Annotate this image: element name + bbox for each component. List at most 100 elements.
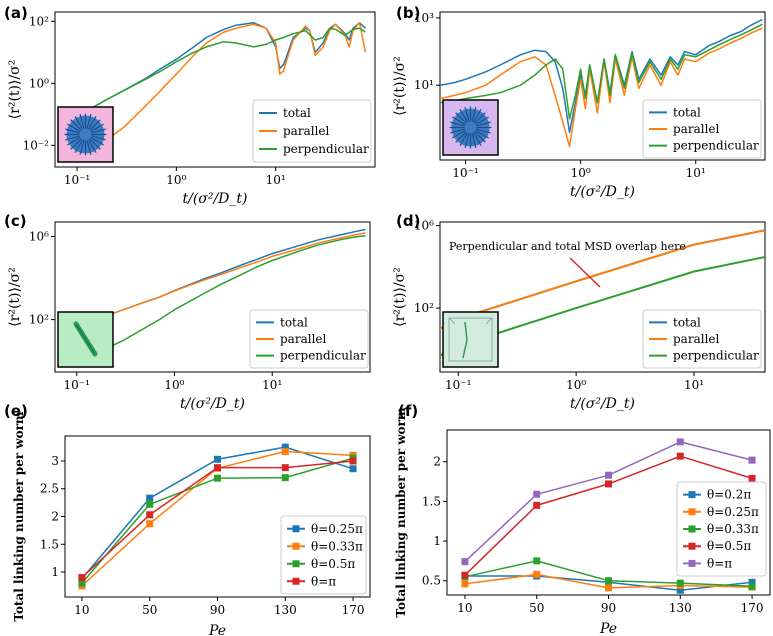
legend-label: θ=π bbox=[707, 556, 732, 570]
data-point-marker bbox=[281, 464, 289, 472]
x-tick-label: 10 bbox=[457, 601, 472, 615]
data-point-marker bbox=[676, 586, 684, 594]
legend-label: perpendicular bbox=[280, 349, 366, 363]
plot-area bbox=[78, 443, 357, 590]
x-tick-label: 10⁰ bbox=[571, 166, 591, 180]
legend: total parallel perpendicular bbox=[252, 99, 372, 163]
panel-letter: (a) bbox=[4, 4, 28, 22]
y-tick-label: 10¹ bbox=[414, 78, 434, 92]
worm-strand bbox=[67, 136, 81, 146]
legend-label: θ=0.33π bbox=[707, 522, 759, 536]
data-point-marker bbox=[214, 464, 221, 472]
worm-strand bbox=[459, 132, 469, 146]
panel-c: (c) 10⁻¹ 10⁰ 10¹ 10² 10⁶ t/(σ²/D_t) ⟨r²(t)⟩/σ² t… bbox=[4, 212, 371, 412]
data-point-marker bbox=[214, 455, 221, 463]
data-point-marker bbox=[748, 578, 756, 586]
legend: θ=0.2π θ=0.25π θ=0.33π θ=0.5π θ=π bbox=[676, 481, 767, 577]
data-point-marker bbox=[605, 584, 612, 592]
worm-strand bbox=[65, 135, 80, 141]
y-axis-label: Total linking number per worm bbox=[394, 407, 408, 617]
x-tick-label: 10⁰ bbox=[164, 378, 184, 392]
axes-frame bbox=[54, 11, 376, 168]
legend-label: total bbox=[283, 106, 311, 120]
data-point-marker bbox=[748, 474, 756, 482]
legend-marker bbox=[292, 542, 300, 550]
legend-label: parallel bbox=[280, 332, 327, 346]
worm-strand bbox=[475, 116, 489, 126]
y-axis-label: ⟨r²(t)⟩/σ² bbox=[392, 267, 408, 327]
data-point-marker bbox=[605, 577, 612, 585]
legend-box bbox=[642, 99, 762, 159]
worm-strand bbox=[87, 139, 97, 153]
inset-image bbox=[442, 311, 499, 368]
worm-strand bbox=[67, 123, 81, 133]
legend-label: θ=π bbox=[311, 574, 336, 588]
worm-strand bbox=[65, 128, 80, 134]
y-tick-label: 10² bbox=[414, 301, 434, 315]
worm-strand bbox=[86, 114, 92, 129]
y-tick-label: 10⁻² bbox=[23, 138, 50, 152]
x-tick-label: 170 bbox=[741, 601, 764, 615]
x-tick-label: 10¹ bbox=[686, 166, 706, 180]
axes-frame bbox=[54, 221, 371, 373]
worm-strand bbox=[86, 140, 92, 155]
data-point-marker bbox=[533, 557, 541, 565]
x-axis-label: t/(σ²/D_t) bbox=[180, 396, 245, 412]
data-point-marker bbox=[281, 474, 289, 482]
legend-marker bbox=[292, 560, 300, 568]
x-tick-label: 50 bbox=[142, 603, 157, 617]
series-line-parallel bbox=[76, 232, 366, 327]
legend-marker bbox=[688, 508, 696, 516]
data-point-marker bbox=[533, 490, 541, 498]
x-tick-label: 10⁰ bbox=[166, 173, 186, 187]
legend: total parallel perpendicular bbox=[249, 309, 369, 369]
y-axis-label: ⟨r²(t)⟩/σ² bbox=[392, 56, 408, 116]
data-point-marker bbox=[748, 582, 756, 590]
legend-label: θ=0.33π bbox=[311, 539, 363, 553]
y-tick-label: 10² bbox=[29, 14, 49, 28]
panel-letter: (e) bbox=[4, 402, 28, 420]
y-tick-label: 10⁶ bbox=[29, 230, 49, 244]
x-tick-label: 10⁻¹ bbox=[445, 378, 471, 392]
legend-label: parallel bbox=[283, 124, 330, 138]
axes-frame bbox=[439, 11, 766, 161]
y-tick-label: 1 bbox=[51, 565, 59, 579]
data-point-marker bbox=[461, 571, 469, 579]
worm-strand bbox=[74, 139, 84, 153]
inset-image bbox=[442, 99, 499, 156]
axes-frame bbox=[439, 221, 766, 373]
plot-area bbox=[76, 228, 366, 361]
worm-rod-core bbox=[75, 323, 96, 355]
x-tick-label: 10⁻¹ bbox=[452, 166, 478, 180]
y-tick-label: 3 bbox=[51, 454, 59, 468]
worm-strand bbox=[462, 321, 468, 359]
worm-strand bbox=[452, 129, 466, 139]
worm-strand bbox=[476, 128, 491, 134]
data-point-marker bbox=[214, 474, 221, 482]
annotation-arrow bbox=[569, 257, 601, 288]
worm-strand bbox=[475, 129, 489, 139]
y-tick-label: 10⁶ bbox=[414, 219, 434, 233]
legend-label: total bbox=[673, 315, 701, 329]
worm-strand bbox=[472, 109, 482, 123]
legend-label: parallel bbox=[673, 332, 720, 346]
x-axis-label: Pe bbox=[599, 621, 617, 636]
y-tick-label: 2 bbox=[433, 455, 441, 469]
y-tick-label: 2 bbox=[51, 510, 59, 524]
worm-strand bbox=[459, 109, 469, 123]
legend-label: total bbox=[280, 315, 308, 329]
series-line-parallel bbox=[440, 27, 763, 148]
legend-label: total bbox=[673, 105, 701, 119]
data-point-marker bbox=[349, 457, 357, 465]
x-tick-label: 10⁻¹ bbox=[64, 173, 90, 187]
worm-strand bbox=[452, 116, 466, 126]
data-point-marker bbox=[676, 438, 684, 446]
worm-strand bbox=[91, 128, 106, 134]
data-point-marker bbox=[533, 570, 541, 578]
x-tick-label: 10⁰ bbox=[566, 378, 586, 392]
legend-label: perpendicular bbox=[673, 349, 759, 363]
data-point-marker bbox=[676, 452, 684, 460]
panel-e: (e) 10 50 90 130 170 1 1.5 2 2.5 3 Pe Total linking … bbox=[4, 402, 371, 636]
legend-label: parallel bbox=[673, 122, 720, 136]
